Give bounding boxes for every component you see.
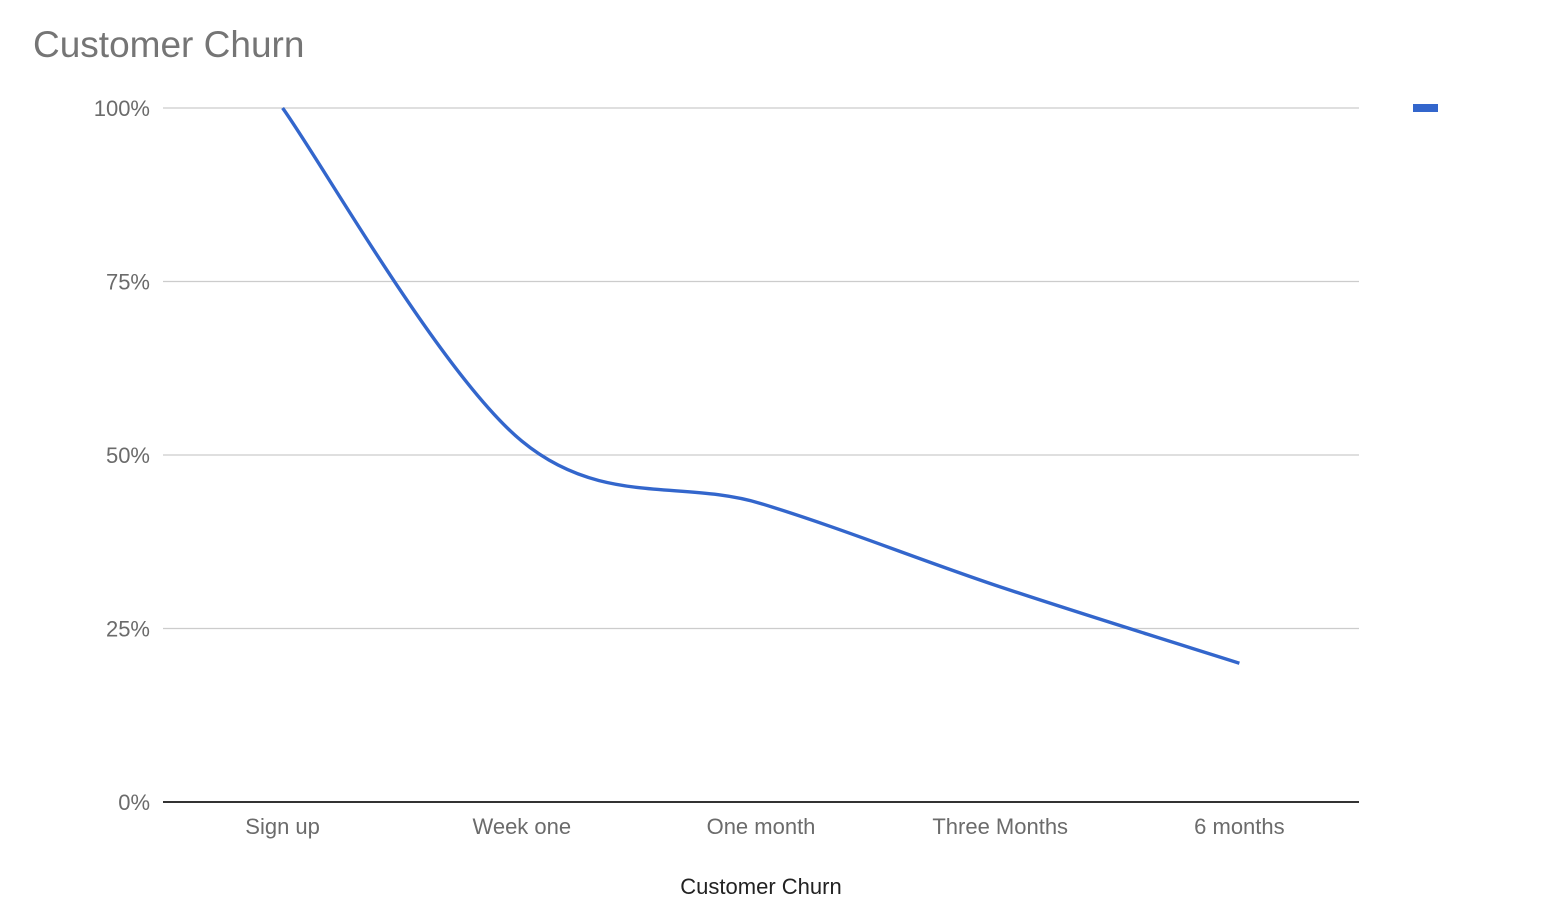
x-tick-label: Sign up [245,814,320,839]
x-tick-label: Week one [472,814,571,839]
x-axis-title: Customer Churn [680,874,841,899]
x-tick-label: Three Months [932,814,1068,839]
y-tick-label: 0% [118,790,150,815]
gridlines [163,107,1359,803]
y-tick-label: 100% [94,96,150,121]
y-tick-label: 50% [106,443,150,468]
x-tick-label: 6 months [1194,814,1285,839]
y-tick-label: 25% [106,617,150,642]
x-tick-label: One month [707,814,816,839]
y-axis-ticks: 0% 25% 50% 75% 100% [94,96,150,815]
series-layer [281,107,1240,665]
legend-swatch [1413,104,1438,112]
legend [1413,104,1438,112]
y-tick-label: 75% [106,270,150,295]
chart-title: Customer Churn [33,24,304,65]
series-line [281,107,1240,665]
x-axis-ticks: Sign up Week one One month Three Months 6 mo… [245,814,1284,839]
